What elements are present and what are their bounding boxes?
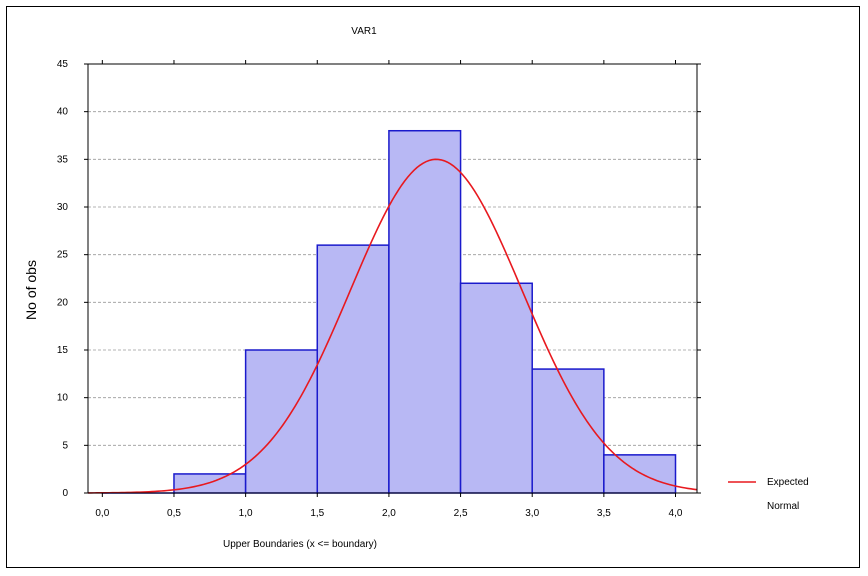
bar-2 <box>244 349 319 494</box>
x-tick-label-2: 1,0 <box>239 508 253 519</box>
chart-frame <box>6 6 860 568</box>
y-tick-label-40: 40 <box>57 107 69 118</box>
y-tick-label-10: 10 <box>57 393 69 404</box>
bar-4 <box>388 129 462 494</box>
y-tick-label-30: 30 <box>57 202 69 213</box>
x-tick-label-4: 2,0 <box>382 508 396 519</box>
y-tick-label-35: 35 <box>57 154 69 165</box>
histogram-bars <box>101 129 677 494</box>
y-axis-label: No of obs <box>23 260 39 320</box>
x-tick-label-6: 3,0 <box>525 508 539 519</box>
x-tick-label-5: 2,5 <box>454 508 468 519</box>
y-tick-label-20: 20 <box>57 297 69 308</box>
expected-normal-curve <box>87 158 698 494</box>
x-tick-label-0: 0,0 <box>95 508 109 519</box>
y-tick-label-5: 5 <box>62 440 68 451</box>
bar-7 <box>603 454 677 494</box>
bar-5 <box>459 282 533 494</box>
x-axis-ticks: 0,0 0,5 1,0 1,5 2,0 2,5 3,0 3,5 4,0 <box>95 60 683 519</box>
x-axis-label: Upper Boundaries (x <= boundary) <box>223 539 377 550</box>
y-tick-label-45: 45 <box>57 59 69 70</box>
y-tick-label-25: 25 <box>57 250 69 261</box>
y-tick-label-15: 15 <box>57 345 69 356</box>
chart-title: VAR1 <box>351 26 377 37</box>
y-axis-ticks: 0 5 10 15 20 25 30 35 40 45 <box>57 59 701 499</box>
x-tick-label-1: 0,5 <box>167 508 181 519</box>
plot-area-border <box>87 63 698 494</box>
x-tick-label-8: 4,0 <box>669 508 683 519</box>
x-tick-label-7: 3,5 <box>597 508 611 519</box>
bar-1 <box>173 473 247 494</box>
legend: Expected Normal <box>728 477 809 512</box>
y-tick-label-0: 0 <box>62 488 68 499</box>
legend-label-expected: Expected <box>767 477 809 488</box>
legend-label-normal: Normal <box>767 501 799 512</box>
x-tick-label-3: 1,5 <box>310 508 324 519</box>
